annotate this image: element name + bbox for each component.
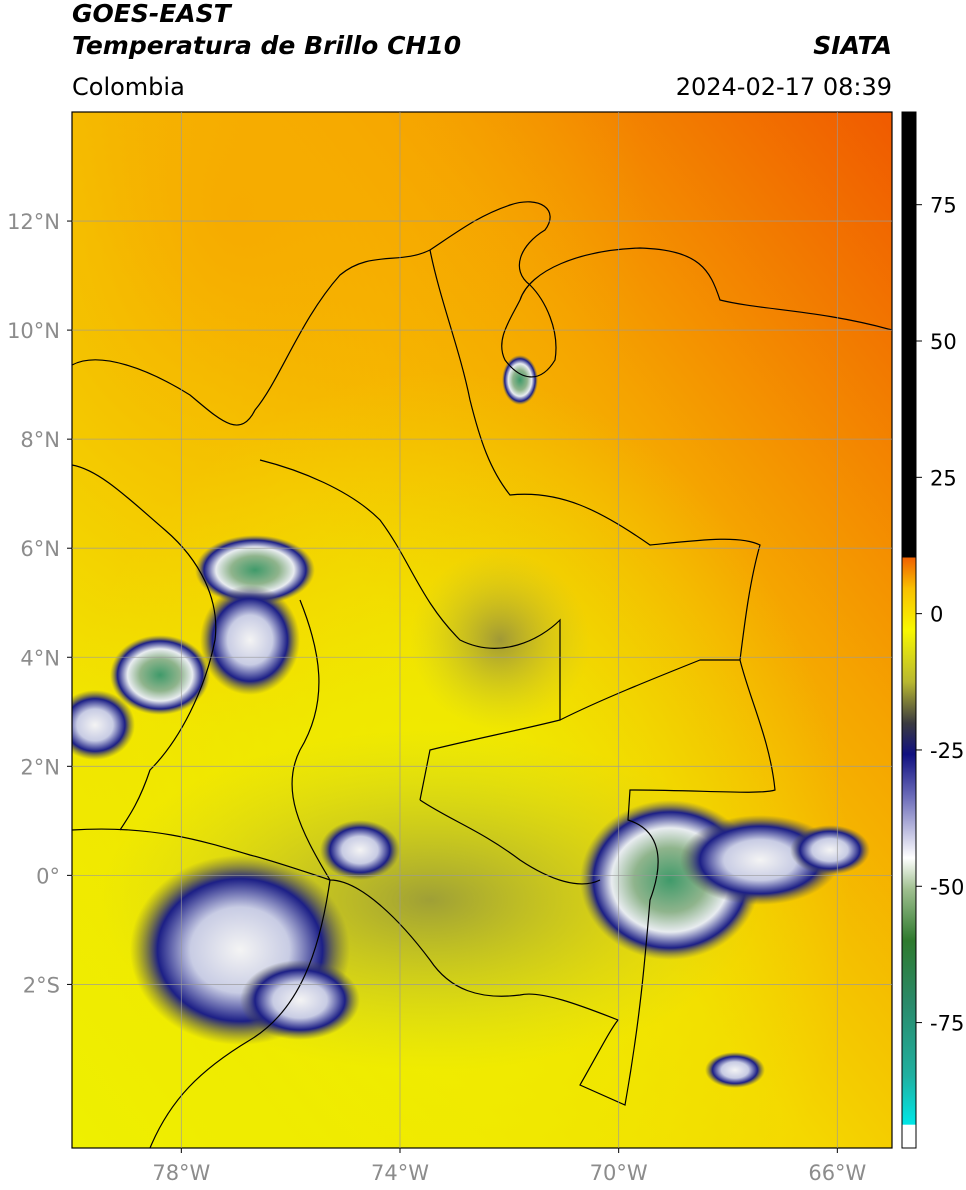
colorbar-tick-label: 75 — [930, 194, 957, 218]
x-tick-label: 70°W — [590, 1161, 648, 1185]
y-tick-label: 0° — [36, 864, 60, 888]
colorbar-tick-label: -75 — [930, 1012, 964, 1036]
colorbar-tick-label: -50 — [930, 875, 964, 899]
x-tick-label: 78°W — [152, 1161, 210, 1185]
satellite-image — [72, 112, 892, 1148]
title: GOES-EAST — [72, 0, 233, 28]
subtitle: Temperatura de Brillo CH10 — [72, 31, 461, 60]
x-tick-label: 74°W — [371, 1161, 429, 1185]
source: SIATA — [813, 31, 892, 60]
colorbar — [901, 111, 917, 1149]
colorbar-tick-label: 25 — [930, 466, 957, 490]
region: Colombia — [72, 73, 185, 101]
x-tick-label: 66°W — [808, 1161, 866, 1185]
colorbar-tick-label: 0 — [930, 603, 943, 627]
y-tick-label: 4°N — [20, 646, 60, 670]
y-tick-label: 12°N — [7, 210, 60, 234]
y-tick-label: 6°N — [20, 537, 60, 561]
y-tick-label: 2°S — [23, 973, 60, 997]
colorbar-tick-label: -25 — [930, 739, 964, 763]
y-tick-label: 10°N — [7, 319, 60, 343]
map-frame — [71, 111, 893, 1149]
datetime: 2024-02-17 08:39 — [676, 73, 892, 101]
y-tick-label: 2°N — [20, 755, 60, 779]
colorbar-tick-label: 50 — [930, 330, 957, 354]
y-tick-label: 8°N — [20, 428, 60, 452]
